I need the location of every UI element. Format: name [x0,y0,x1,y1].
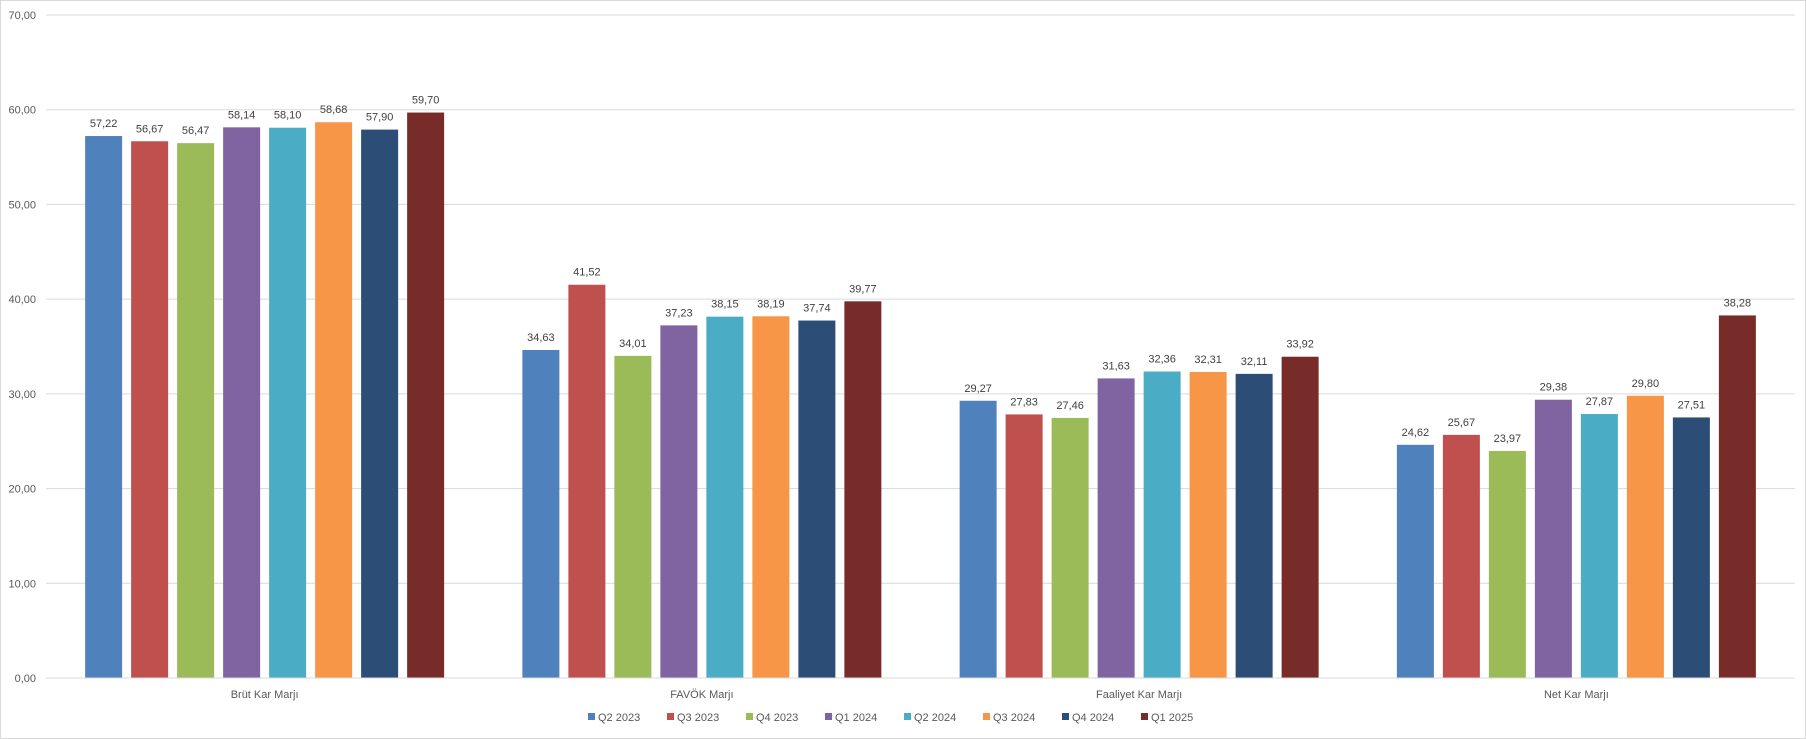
data-label: 34,63 [527,332,555,344]
y-tick-label: 70,00 [8,10,36,22]
data-label: 32,31 [1194,354,1222,366]
data-label: 29,38 [1540,382,1568,394]
legend-label: Q1 2024 [835,712,877,724]
bar [177,143,215,678]
bar [131,141,169,678]
data-label: 32,11 [1241,356,1268,368]
data-label: 29,80 [1632,378,1660,390]
data-label: 56,67 [136,123,164,135]
bar [1672,417,1710,678]
data-label: 58,68 [320,104,348,116]
legend-swatch [1141,713,1148,720]
bar [1580,414,1618,678]
data-label: 57,90 [366,112,394,124]
legend-label: Q4 2023 [756,712,798,724]
bar [1005,414,1043,678]
data-label: 33,92 [1286,339,1314,351]
data-label: 23,97 [1494,433,1522,445]
data-label: 32,36 [1148,354,1176,366]
data-label: 37,23 [665,307,693,319]
data-label: 41,52 [573,267,601,279]
data-label: 38,19 [757,298,785,310]
bar [1235,373,1273,678]
data-label: 38,28 [1724,297,1752,309]
data-label: 39,77 [849,283,877,295]
legend-swatch [588,713,595,720]
bar [614,355,652,678]
legend-label: Q1 2025 [1151,712,1193,724]
x-category-label: Net Kar Marjı [1544,689,1609,701]
data-label: 58,10 [274,110,302,122]
bar [844,301,882,678]
legend-swatch [825,713,832,720]
bar [1534,399,1572,678]
bar [269,127,307,678]
legend-label: Q3 2024 [993,712,1035,724]
y-tick-label: 10,00 [8,578,36,590]
x-category-label: FAVÖK Marjı [670,689,733,701]
bar [1488,450,1526,678]
bar [798,320,836,678]
y-tick-label: 0,00 [15,673,36,685]
data-label: 25,67 [1448,417,1476,429]
data-label: 57,22 [90,118,118,130]
y-tick-label: 20,00 [8,484,36,496]
legend-label: Q2 2024 [914,712,956,724]
bar [706,316,744,678]
y-tick-label: 60,00 [8,105,36,117]
x-category-label: Brüt Kar Marjı [231,689,299,701]
data-label: 58,14 [228,109,256,121]
data-label: 31,63 [1102,360,1130,372]
bar [315,122,353,679]
legend-swatch [746,713,753,720]
y-tick-label: 30,00 [8,389,36,401]
data-label: 24,62 [1402,427,1430,439]
data-label: 59,70 [412,95,440,107]
bar [85,136,123,678]
bar [959,400,997,678]
legend-swatch [983,713,990,720]
y-tick-label: 40,00 [8,294,36,306]
data-label: 56,47 [182,125,210,137]
bar [660,325,698,678]
data-label: 27,51 [1678,399,1706,411]
legend-label: Q2 2023 [598,712,640,724]
data-label: 37,74 [803,303,831,315]
bar [1442,434,1480,678]
data-label: 27,46 [1056,400,1084,412]
bar [1051,417,1089,678]
data-label: 27,87 [1586,396,1614,408]
x-category-label: Faaliyet Kar Marjı [1096,689,1182,701]
data-label: 27,83 [1010,396,1038,408]
bar [568,284,606,678]
bar [223,127,261,678]
bar [361,129,399,679]
bar [1143,371,1181,678]
bar [1097,378,1135,678]
bar [752,316,790,678]
legend-label: Q3 2023 [677,712,719,724]
bar [1718,315,1756,678]
data-label: 38,15 [711,299,739,311]
bar [1626,395,1664,678]
data-label: 34,01 [619,338,647,350]
bar [407,112,445,678]
bar [1396,444,1434,678]
legend-swatch [1062,713,1069,720]
legend-swatch [667,713,674,720]
legend-swatch [904,713,911,720]
legend-label: Q4 2024 [1072,712,1114,724]
bar [1281,356,1319,678]
data-label: 29,27 [964,383,992,395]
bar [522,350,560,678]
y-tick-label: 50,00 [8,199,36,211]
bar [1189,371,1227,678]
